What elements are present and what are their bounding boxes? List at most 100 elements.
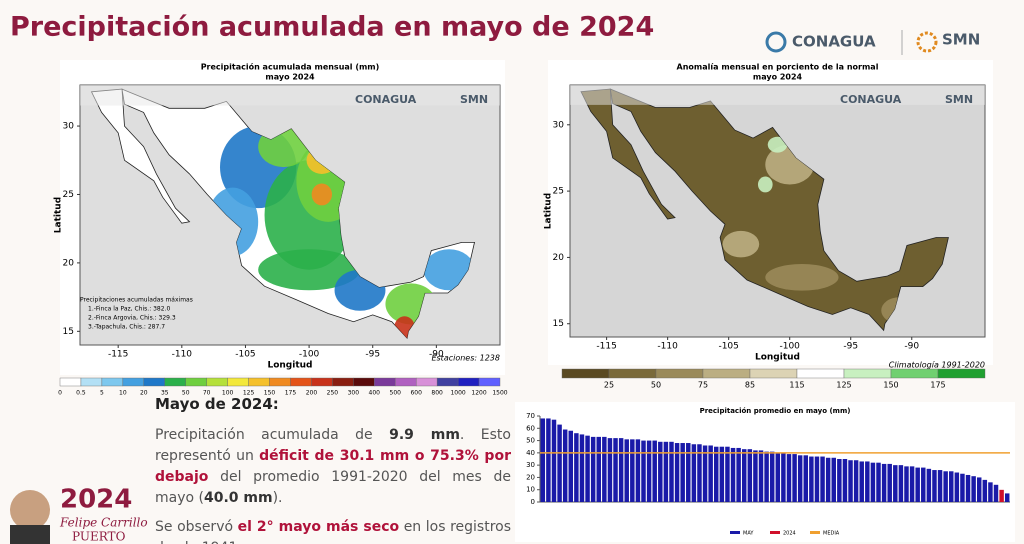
bar: [809, 456, 814, 502]
x-axis-label: Longitud: [755, 353, 800, 363]
bar: [943, 471, 948, 502]
y-tick-label: 50: [526, 437, 535, 445]
logo-icon: [916, 31, 938, 53]
bar: [837, 459, 842, 502]
scale-label: 70: [203, 390, 211, 397]
bar: [635, 439, 641, 502]
bar: [831, 457, 836, 502]
bar: [741, 449, 747, 502]
map-region: [767, 136, 788, 153]
scale-swatch: [185, 377, 207, 387]
map-logo: SMN: [945, 93, 973, 106]
scale-label: 175: [285, 390, 297, 397]
bar: [915, 467, 920, 502]
scale-swatch: [702, 368, 751, 379]
x-tick-label: -100: [299, 350, 320, 360]
y-tick-label: 25: [63, 190, 74, 200]
text-run: en los registros desde 1941.: [155, 519, 512, 544]
map-subtitle: mayo 2024: [753, 73, 803, 82]
bar: [842, 459, 848, 502]
paragraph: Se observó el 2° mayo más seco en los re…: [155, 517, 511, 544]
scale-label: 1200: [471, 390, 486, 397]
bar: [663, 441, 669, 502]
footer-year: 2024: [60, 485, 132, 515]
map-note: 1.-Finca la Paz, Chis.: 382.0: [88, 306, 170, 313]
logo-smn: SMN: [942, 31, 980, 49]
scale-label: 300: [348, 390, 360, 397]
bar: [926, 468, 932, 502]
bar: [579, 434, 585, 502]
bar: [590, 436, 596, 502]
scale-swatch: [101, 377, 124, 387]
bar: [686, 443, 691, 502]
land: [90, 88, 191, 224]
scale-label: 125: [243, 390, 255, 397]
scale-label: 800: [431, 390, 443, 397]
scale-swatch: [749, 368, 798, 379]
bar: [781, 452, 786, 502]
bar: [562, 429, 568, 502]
map-note: 3.-Tapachula, Chis.: 287.7: [88, 324, 165, 331]
bar: [607, 438, 613, 502]
bar: [736, 447, 741, 502]
y-tick-label: 40: [526, 449, 535, 457]
scale-swatch: [248, 377, 270, 387]
scale-swatch: [164, 377, 186, 387]
y-axis-label: Latitud: [54, 197, 64, 233]
bar: [932, 470, 937, 502]
bar: [865, 461, 870, 502]
y-tick-label: 30: [526, 461, 535, 469]
scale-swatch: [374, 377, 396, 387]
y-tick-label: 20: [526, 473, 535, 481]
map-title: Precipitación acumulada mensual (mm): [201, 62, 380, 72]
scale-swatch: [290, 377, 312, 387]
scale-swatch: [436, 377, 459, 387]
scale-swatch: [655, 368, 704, 379]
bar: [909, 466, 915, 502]
map-region: [311, 183, 332, 206]
bar: [982, 479, 988, 502]
bar: [820, 456, 825, 502]
legend-label: MAY: [743, 531, 754, 537]
bar: [753, 450, 758, 502]
map-region: [757, 176, 773, 193]
bar: [551, 419, 557, 502]
bar: [792, 454, 797, 502]
scale-swatch: [332, 377, 354, 387]
land: [580, 88, 676, 220]
bar: [641, 440, 646, 502]
text-heading: Mayo de 2024:: [155, 395, 279, 413]
text-run: Se observó: [155, 519, 238, 535]
scale-label: 5: [100, 390, 104, 397]
map-region: [722, 230, 760, 258]
bar: [613, 438, 618, 502]
scale-label: 100: [222, 390, 234, 397]
text-run: del promedio 1991-2020 del mes de mayo (: [155, 469, 511, 506]
x-axis-label: Longitud: [267, 361, 312, 371]
scale-label: 500: [390, 390, 402, 397]
scale-swatch: [415, 377, 438, 387]
bar: [624, 439, 629, 502]
y-tick-label: 15: [553, 319, 564, 329]
bar: [730, 447, 736, 502]
scale-swatch: [122, 377, 145, 387]
scale-swatch: [80, 377, 103, 387]
scale-swatch: [608, 368, 657, 379]
scale-label: 50: [651, 381, 661, 390]
legend-swatch: [810, 531, 820, 534]
bar: [568, 430, 574, 502]
bar: [993, 484, 999, 502]
scale-label: 0.5: [76, 390, 86, 397]
scale-swatch: [395, 377, 417, 387]
x-tick-label: -110: [657, 342, 678, 352]
y-tick-label: 60: [526, 424, 535, 432]
y-tick-label: 15: [63, 327, 74, 337]
y-tick-label: 30: [553, 120, 565, 130]
scale-label: 150: [264, 390, 276, 397]
bar: [1004, 493, 1010, 502]
scale-swatch: [561, 368, 610, 379]
scale-swatch: [143, 377, 165, 387]
bar: [825, 457, 831, 502]
legend-label: 2024: [783, 531, 796, 537]
